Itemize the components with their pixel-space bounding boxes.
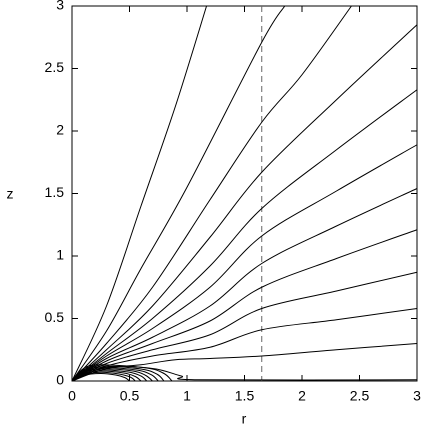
field-line — [71, 5, 352, 382]
field-line — [71, 369, 148, 382]
field-line — [71, 188, 418, 382]
field-line — [71, 5, 208, 382]
field-line — [71, 371, 136, 382]
field-line — [71, 370, 142, 382]
field-line — [71, 89, 418, 382]
x-axis-label: r — [242, 411, 247, 427]
x-tick-label: 3 — [413, 388, 421, 404]
field-line — [71, 271, 418, 382]
y-tick-label: 0.5 — [45, 309, 65, 325]
plot-frame — [71, 5, 418, 382]
y-axis-label: z — [7, 186, 14, 202]
x-tick-label: 2 — [298, 388, 306, 404]
x-tick-label: 1 — [183, 388, 191, 404]
field-line — [71, 5, 286, 382]
y-tick-label: 3 — [56, 0, 64, 13]
y-tick-label: 2.5 — [45, 59, 65, 75]
field-line — [71, 229, 418, 382]
y-tick-label: 1 — [56, 247, 64, 263]
field-line — [71, 372, 130, 382]
x-tick-label: 1.5 — [235, 388, 255, 404]
field-line — [71, 364, 173, 382]
y-tick-label: 1.5 — [45, 184, 65, 200]
field-line — [71, 24, 418, 382]
x-tick-label: 0 — [68, 388, 76, 404]
y-tick-label: 2 — [56, 122, 64, 138]
field-line — [71, 366, 159, 382]
field-line — [71, 365, 165, 382]
x-tick-label: 0.5 — [120, 388, 140, 404]
field-line — [71, 144, 418, 382]
x-tick-label: 2.5 — [350, 388, 370, 404]
y-tick-label: 0 — [56, 372, 64, 388]
